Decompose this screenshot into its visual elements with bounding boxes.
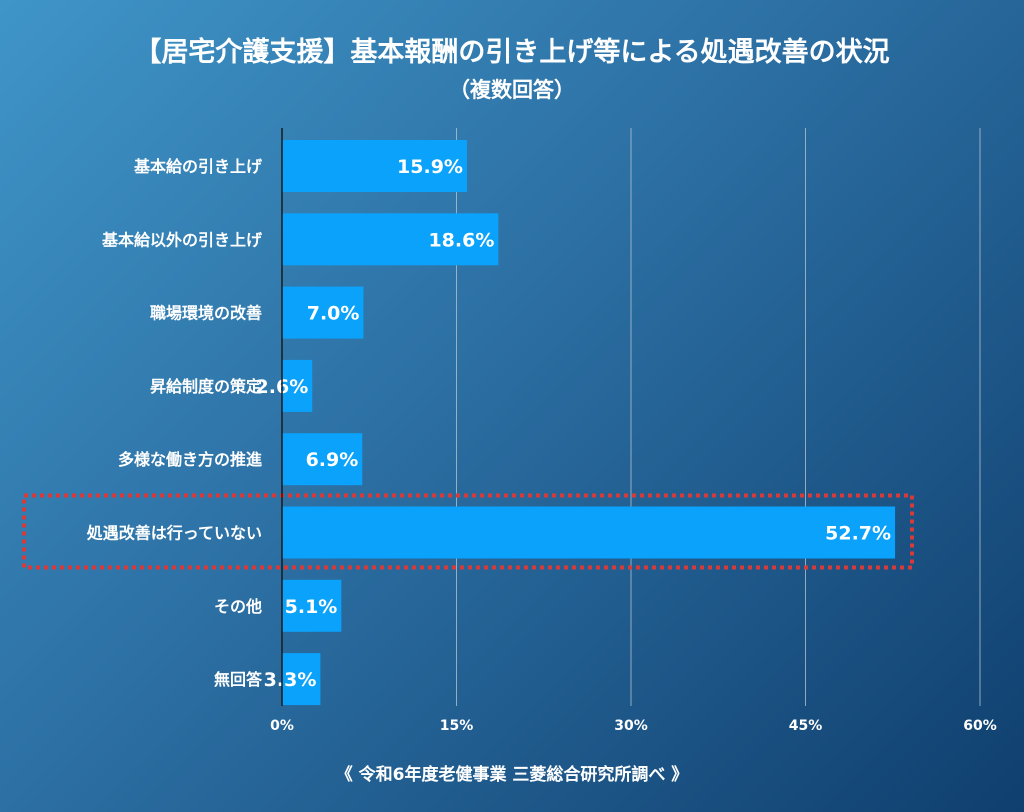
category-label: 無回答 (214, 670, 263, 689)
source-note: 《 令和6年度老健事業 三菱総合研究所調べ 》 (335, 765, 689, 785)
category-label: 基本給以外の引き上げ (101, 230, 263, 249)
bar-value-label: 5.1% (285, 596, 338, 618)
bar-value-label: 6.9% (306, 449, 359, 471)
bar (282, 286, 364, 339)
bar (282, 433, 363, 486)
bar-value-label: 3.3% (264, 669, 317, 691)
category-label: 多様な働き方の推進 (118, 450, 262, 469)
bar (282, 506, 896, 559)
x-tick-label: 15% (440, 718, 474, 734)
chart-subtitle: （複数回答） (449, 78, 575, 102)
x-tick-label: 60% (963, 718, 997, 734)
highlight-box (22, 493, 914, 570)
bar (282, 359, 313, 412)
bar (282, 140, 467, 192)
bar (282, 213, 499, 266)
category-label: その他 (214, 597, 262, 616)
x-tick-label: 0% (270, 718, 294, 734)
x-tick-label: 30% (614, 718, 648, 734)
bar (282, 653, 321, 706)
chart-title: 【居宅介護支援】基本報酬の引き上げ等による処遇改善の状況 (134, 37, 890, 68)
bar-value-label: 18.6% (428, 229, 494, 251)
bar (282, 579, 342, 632)
bar-value-label: 52.7% (825, 523, 891, 545)
bar-value-label: 15.9% (397, 156, 463, 178)
category-label: 職場環境の改善 (150, 304, 262, 323)
category-label: 処遇改善は行っていない (87, 524, 262, 543)
x-tick-label: 45% (789, 718, 823, 734)
category-label: 基本給の引き上げ (133, 157, 263, 176)
bar-value-label: 7.0% (307, 303, 360, 325)
category-label: 昇給制度の策定 (150, 377, 262, 396)
